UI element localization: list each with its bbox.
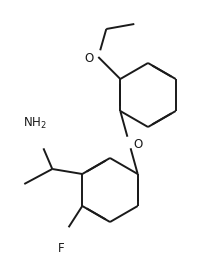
Text: O: O xyxy=(84,53,93,66)
Text: F: F xyxy=(58,242,65,255)
Text: NH$_2$: NH$_2$ xyxy=(23,116,47,131)
Text: O: O xyxy=(133,138,142,151)
